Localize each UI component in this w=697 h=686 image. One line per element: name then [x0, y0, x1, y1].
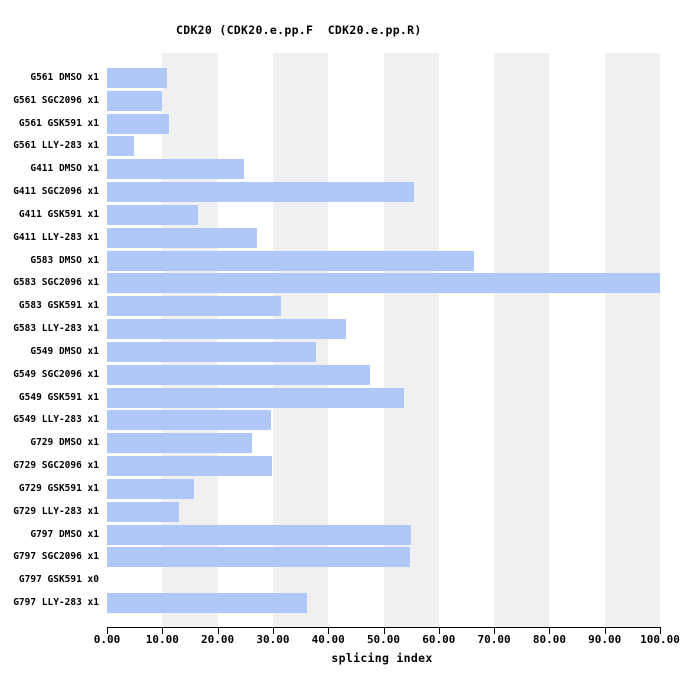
x-axis-tick-label: 40.00 [311, 633, 345, 646]
plot-area [107, 53, 660, 627]
bar [107, 182, 414, 203]
x-axis-tick-label: 90.00 [588, 633, 622, 646]
bar [107, 410, 271, 431]
y-axis-label: G583 DMSO x1 [30, 254, 99, 266]
bar [107, 593, 308, 614]
bar [107, 159, 244, 180]
bar [107, 547, 411, 568]
grid-band [494, 53, 550, 627]
bar [107, 273, 660, 294]
chart-title: CDK20 (CDK20.e.pp.F CDK20.e.pp.R) [176, 23, 422, 37]
y-axis-label: G411 DMSO x1 [30, 163, 99, 175]
bar [107, 501, 180, 522]
x-axis-tick-label: 70.00 [477, 633, 511, 646]
bar [107, 341, 317, 362]
x-axis-tick-label: 100.00 [640, 633, 680, 646]
x-axis-tick [272, 628, 274, 634]
y-axis-label: G729 DMSO x1 [30, 437, 99, 449]
bar [107, 204, 199, 225]
y-axis-label: G411 LLY-283 x1 [13, 231, 99, 243]
x-axis-tick [549, 628, 551, 634]
y-axis-label: G561 LLY-283 x1 [13, 140, 99, 152]
y-axis-label: G583 LLY-283 x1 [13, 323, 99, 335]
y-axis-label: G411 GSK591 x1 [18, 208, 99, 220]
bar [107, 524, 411, 545]
x-axis-line [107, 627, 661, 628]
y-axis-label: G549 GSK591 x1 [18, 391, 99, 403]
grid-band [604, 53, 660, 627]
bar [107, 478, 194, 499]
x-axis-tick-label: 50.00 [366, 633, 401, 646]
grid-band [438, 53, 495, 627]
y-axis-label: G729 GSK591 x1 [18, 482, 99, 494]
y-axis-label: G797 GSK591 x0 [18, 574, 99, 586]
bar [107, 113, 169, 134]
x-axis-tick-label: 10.00 [145, 633, 179, 646]
bar [107, 68, 167, 88]
y-axis-label: G561 GSK591 x1 [18, 117, 99, 129]
x-axis-tick [217, 628, 219, 634]
x-axis-tick [107, 628, 108, 634]
x-axis-tick [660, 628, 661, 634]
y-axis-label: G797 LLY-283 x1 [13, 597, 99, 609]
bar [107, 90, 163, 111]
x-axis-title: splicing index [331, 651, 433, 665]
y-axis-label: G583 SGC2096 x1 [13, 277, 99, 289]
y-axis-label: G583 GSK591 x1 [18, 300, 99, 312]
y-axis-label: G797 DMSO x1 [30, 528, 99, 540]
x-axis-tick-label: 20.00 [201, 633, 235, 646]
x-axis-tick [383, 628, 385, 634]
bar [107, 364, 371, 385]
x-axis-tick [438, 628, 440, 634]
x-axis-tick [328, 628, 330, 634]
x-axis-tick-label: 80.00 [532, 633, 566, 646]
y-axis-label: G411 SGC2096 x1 [13, 186, 99, 198]
bar [107, 319, 346, 340]
bar [107, 250, 475, 271]
bar [107, 296, 282, 317]
y-axis-label: G549 DMSO x1 [30, 345, 99, 357]
y-axis-label: G561 SGC2096 x1 [13, 94, 99, 106]
y-axis-label: G561 DMSO x1 [30, 72, 99, 83]
x-axis-tick-label: 30.00 [256, 633, 290, 646]
bar [107, 433, 252, 454]
y-axis-label: G729 LLY-283 x1 [13, 505, 99, 517]
x-axis-tick [494, 628, 496, 634]
bar [107, 227, 257, 248]
x-axis-tick [604, 628, 606, 634]
bar [107, 387, 404, 408]
bar [107, 456, 272, 477]
x-axis-tick [162, 628, 164, 634]
y-axis-label: G549 LLY-283 x1 [13, 414, 99, 426]
grid-band [549, 53, 605, 627]
y-axis-label: G797 SGC2096 x1 [13, 551, 99, 563]
y-axis-label: G549 SGC2096 x1 [13, 368, 99, 380]
x-axis-tick-label: 0.00 [93, 633, 121, 646]
y-axis-label: G729 SGC2096 x1 [13, 460, 99, 472]
bar [107, 136, 134, 157]
x-axis-tick-label: 60.00 [422, 633, 456, 646]
